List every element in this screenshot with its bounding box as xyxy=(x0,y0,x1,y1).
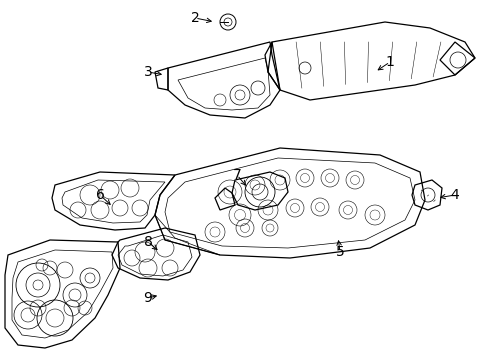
Text: 1: 1 xyxy=(385,55,394,69)
Text: 2: 2 xyxy=(190,11,199,25)
Text: 3: 3 xyxy=(143,65,152,79)
Text: 4: 4 xyxy=(450,188,458,202)
Text: 9: 9 xyxy=(143,291,152,305)
Text: 6: 6 xyxy=(95,188,104,202)
Text: 8: 8 xyxy=(143,235,152,249)
Text: 7: 7 xyxy=(232,168,241,182)
Text: 5: 5 xyxy=(335,245,344,259)
